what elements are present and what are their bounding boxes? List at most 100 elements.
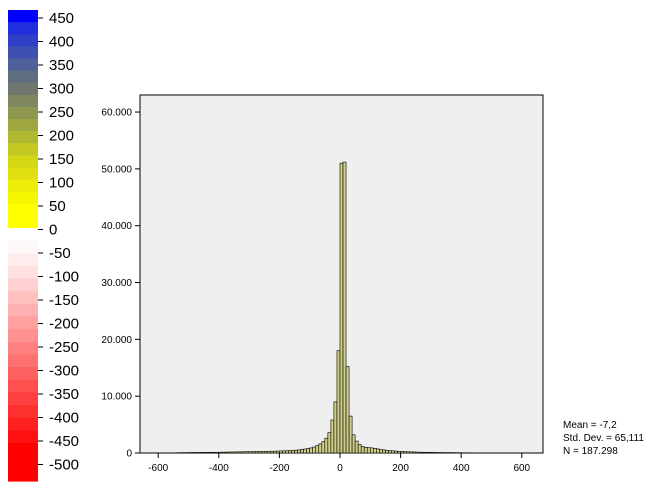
- x-tick-label: -600: [148, 463, 168, 474]
- histogram-bar: [339, 162, 344, 454]
- stat-std-dev: Std. Dev. = 65,111: [563, 433, 644, 444]
- histogram-bar: [239, 451, 244, 454]
- histogram-bar: [351, 434, 356, 454]
- colorbar-band: [8, 303, 38, 318]
- colorbar-band: [8, 191, 38, 205]
- x-tick-label: 600: [513, 463, 530, 474]
- colorbar-band: [8, 278, 38, 292]
- histogram-bar: [194, 452, 198, 454]
- colorbar-band: [8, 367, 38, 381]
- histogram-bar: [388, 450, 392, 454]
- colorbar-band: [8, 10, 38, 23]
- histogram-bar: [294, 449, 298, 454]
- histogram-bar: [236, 451, 241, 454]
- histogram-bar: [273, 450, 277, 454]
- histogram-bar: [315, 445, 320, 454]
- histogram-bar: [376, 448, 380, 454]
- colorbar-band: [8, 46, 38, 60]
- colorbar-label: 100: [49, 175, 74, 192]
- histogram-bar: [324, 437, 329, 454]
- histogram-bar: [306, 448, 310, 454]
- histogram-bar: [418, 451, 423, 454]
- histogram-bar: [233, 451, 238, 454]
- x-tick-label: -200: [269, 463, 289, 474]
- colorbar-band: [8, 329, 38, 343]
- colorbar-band: [8, 291, 38, 305]
- histogram-bar: [391, 450, 395, 454]
- colorbar-label: 250: [49, 104, 74, 121]
- histogram-bar: [260, 451, 265, 454]
- histogram-bar: [297, 449, 301, 454]
- histogram-bar: [354, 440, 359, 454]
- histogram-bar: [300, 449, 304, 454]
- histogram-bar: [248, 451, 253, 454]
- histogram-bar: [382, 449, 386, 454]
- histogram-bar: [215, 451, 220, 454]
- colorbar-band: [8, 131, 38, 144]
- colorbar-label: 200: [49, 128, 74, 145]
- x-axis: -600 -400 -200 0 200 400 600: [148, 453, 531, 474]
- x-tick-label: 400: [453, 463, 470, 474]
- histogram-bar: [309, 447, 314, 454]
- colorbar-label: -300: [49, 363, 79, 380]
- colorbar-label: -50: [49, 245, 71, 262]
- histogram-bar: [330, 419, 335, 454]
- y-axis: 0 10.000 20.000 30.000 40.000 50.000 60.000: [101, 108, 140, 460]
- histogram-bar: [327, 432, 332, 454]
- histogram-bar: [279, 450, 283, 454]
- stat-n: N = 187.298: [563, 446, 618, 457]
- colorbar-band: [8, 143, 38, 156]
- histogram-bar: [415, 451, 420, 454]
- colorbar-band: [8, 341, 38, 356]
- y-tick-label: 0: [126, 449, 132, 460]
- histogram-bar: [282, 450, 286, 454]
- histogram-bar: [403, 451, 407, 454]
- colorbar-band: [8, 455, 38, 469]
- x-tick-label: -400: [209, 463, 229, 474]
- histogram-bar: [218, 451, 223, 454]
- colorbar-band: [8, 106, 38, 120]
- histogram-bar: [285, 450, 289, 454]
- histogram-bar: [406, 451, 410, 454]
- colorbar-label: -200: [49, 316, 79, 333]
- histogram-bar: [221, 451, 226, 454]
- histogram-bar: [206, 452, 210, 454]
- histogram-bar: [257, 451, 262, 454]
- colorbar-band: [8, 119, 38, 132]
- color-legend: 450 400 350 300 250 200 150 100 50 0 -50 -100 -150 -2…: [8, 10, 79, 482]
- histogram-bar: [342, 161, 347, 454]
- histogram-bar: [427, 452, 432, 454]
- histogram-bar: [412, 451, 417, 454]
- histogram-bar: [363, 447, 368, 454]
- colorbar-band: [8, 203, 38, 217]
- colorbar-band: [8, 34, 38, 47]
- colorbar-label: -150: [49, 292, 79, 309]
- colorbar-label: -100: [49, 269, 79, 286]
- colorbar-band: [8, 430, 38, 444]
- x-tick-label: 200: [392, 463, 409, 474]
- histogram-bar: [269, 450, 274, 454]
- histogram-bar: [251, 451, 256, 454]
- histogram-bar: [263, 451, 268, 454]
- histogram-bar: [397, 450, 401, 454]
- histogram-bar: [312, 446, 317, 454]
- y-tick-label: 30.000: [101, 278, 132, 289]
- histogram-bar: [421, 451, 426, 454]
- colorbar-label: -250: [49, 339, 79, 356]
- colorbar-band: [8, 94, 38, 108]
- histogram-bar: [369, 447, 374, 454]
- x-tick-label: 0: [337, 463, 343, 474]
- colorbar-band: [8, 443, 38, 457]
- colorbar-band: [8, 215, 38, 229]
- histogram-bar: [291, 450, 295, 454]
- colorbar-band: [8, 155, 38, 169]
- histogram-bar: [345, 366, 350, 454]
- histogram-bar: [209, 452, 214, 454]
- histogram-bar: [430, 452, 435, 454]
- stat-mean: Mean = -7,2: [563, 420, 617, 431]
- colorbar-band: [8, 417, 38, 431]
- histogram-bar: [197, 452, 201, 454]
- histogram-bar: [288, 450, 292, 454]
- colorbar-label: 150: [49, 151, 74, 168]
- histogram-bar: [394, 450, 398, 454]
